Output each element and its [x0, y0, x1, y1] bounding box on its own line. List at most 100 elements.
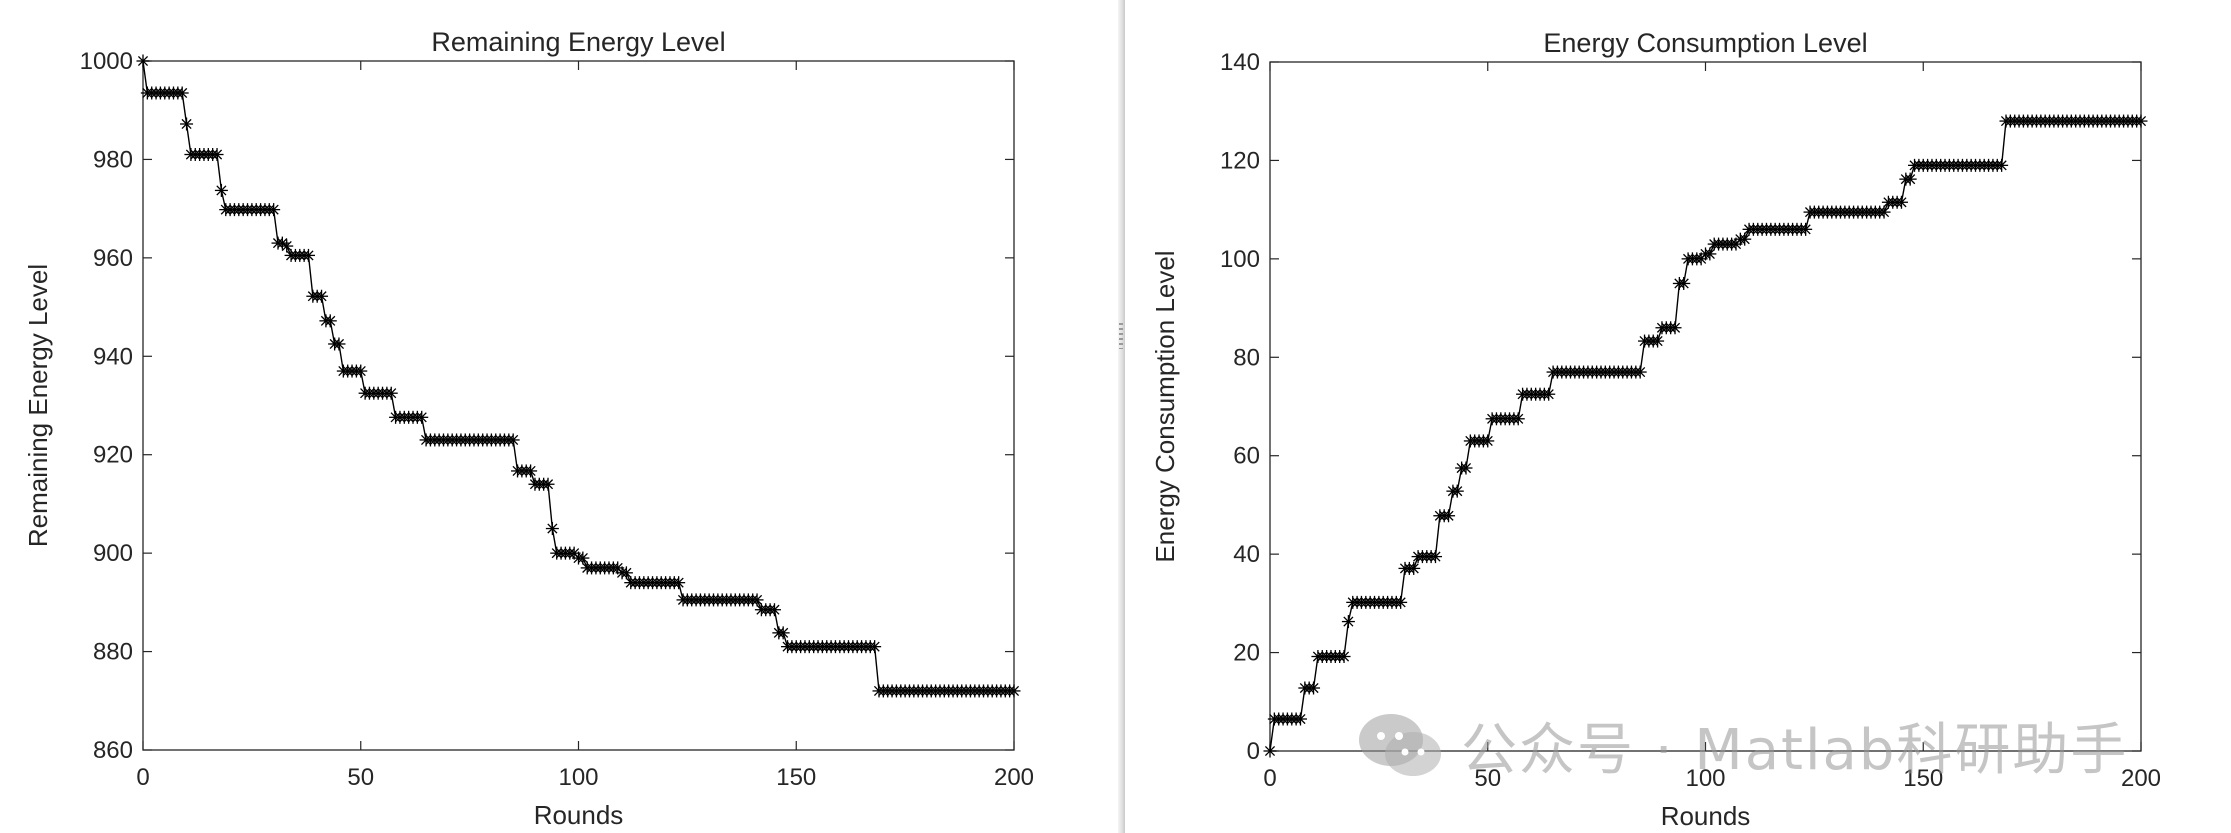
y-tick-label: 100	[1220, 246, 1260, 273]
data-point	[1442, 509, 1456, 523]
data-point	[1341, 615, 1355, 629]
asterisk-marker-stroke	[1264, 745, 1276, 757]
data-point	[1799, 222, 1813, 236]
asterisk-marker-stroke	[1905, 174, 1916, 185]
asterisk-marker-stroke	[1678, 278, 1689, 289]
asterisk-marker-stroke	[1543, 389, 1554, 400]
data-point	[1738, 232, 1752, 246]
y-tick-label: 960	[93, 245, 133, 272]
asterisk-marker-stroke	[1408, 563, 1419, 574]
asterisk-marker-stroke	[1878, 207, 1890, 218]
y-tick-label: 920	[93, 442, 133, 469]
asterisk-marker-stroke	[1452, 486, 1463, 497]
data-point	[1677, 276, 1691, 290]
asterisk-marker-stroke	[1430, 551, 1441, 562]
chart-title: Remaining Energy Level	[431, 27, 725, 57]
data-point	[1263, 744, 1277, 758]
data-point	[1450, 484, 1464, 498]
data-point	[384, 386, 398, 400]
asterisk-marker-stroke	[211, 149, 223, 160]
y-axis-label: Remaining Energy Level	[23, 264, 53, 547]
data-point	[1995, 158, 2009, 172]
asterisk-marker-stroke	[355, 365, 366, 377]
x-tick-label: 50	[347, 764, 374, 791]
asterisk-marker-stroke	[542, 479, 554, 490]
y-axis-label: Energy Consumption Level	[1150, 250, 1180, 562]
data-point	[1542, 387, 1556, 401]
asterisk-marker-stroke	[386, 388, 397, 399]
data-point	[1651, 334, 1665, 348]
x-tick-label: 100	[1685, 765, 1725, 792]
asterisk-marker-stroke	[181, 118, 192, 130]
data-point	[1894, 195, 1908, 209]
data-point	[776, 626, 790, 640]
asterisk-marker-stroke	[1338, 651, 1350, 662]
data-point	[180, 117, 194, 131]
y-tick-label: 860	[93, 737, 133, 764]
data-point	[332, 337, 346, 351]
y-tick-label: 1000	[80, 48, 133, 75]
x-tick-label: 150	[1903, 765, 1943, 792]
y-tick-label: 900	[93, 540, 133, 567]
y-tick-label: 940	[93, 343, 133, 370]
asterisk-marker-stroke	[751, 594, 763, 605]
data-point	[315, 289, 329, 303]
data-point	[301, 248, 315, 262]
asterisk-marker-stroke	[333, 338, 345, 350]
asterisk-marker-stroke	[303, 250, 314, 261]
data-point	[1481, 434, 1495, 448]
asterisk-marker-stroke	[268, 204, 279, 215]
asterisk-marker-stroke	[1308, 682, 1319, 694]
data-point	[1293, 712, 1307, 726]
asterisk-marker-stroke	[1635, 366, 1646, 378]
x-tick-label: 50	[1474, 765, 1501, 792]
y-tick-label: 40	[1233, 541, 1260, 568]
data-point	[541, 477, 555, 491]
energy-consumption-chart: 0 50 100 150 200 0 20 40 60 80 100 120 140 Energy Con…	[1150, 28, 2161, 831]
data-point	[415, 410, 429, 424]
data-point	[506, 433, 520, 447]
data-point	[1307, 681, 1321, 695]
y-tick-label: 980	[93, 146, 133, 173]
asterisk-marker-stroke	[1996, 160, 2007, 171]
asterisk-marker-stroke	[508, 434, 519, 446]
asterisk-marker-stroke	[612, 562, 623, 573]
data-point	[576, 551, 590, 565]
x-tick-label: 200	[2121, 765, 2161, 792]
wechat-icon	[1359, 714, 1441, 776]
asterisk-marker-stroke	[525, 465, 536, 477]
x-tick-label: 0	[1263, 765, 1276, 792]
data-point	[354, 364, 368, 378]
data-point	[1903, 172, 1917, 186]
asterisk-marker-stroke	[416, 412, 427, 423]
y-tick-label: 0	[1247, 738, 1260, 765]
asterisk-marker-stroke	[1704, 248, 1715, 259]
data-point	[280, 239, 294, 253]
y-tick-label: 880	[93, 639, 133, 666]
y-tick-label: 140	[1220, 49, 1260, 76]
chart-title: Energy Consumption Level	[1543, 28, 1867, 58]
asterisk-marker-stroke	[325, 315, 336, 326]
asterisk-marker-stroke	[1460, 462, 1472, 474]
divider-grip-icon[interactable]	[1119, 323, 1123, 349]
data-point	[1407, 561, 1421, 575]
asterisk-marker-stroke	[177, 87, 188, 99]
asterisk-marker-stroke	[1652, 335, 1663, 347]
x-tick-label: 100	[558, 764, 598, 791]
asterisk-marker-stroke	[2135, 116, 2147, 127]
asterisk-marker-stroke	[869, 641, 880, 652]
data-point	[210, 148, 224, 162]
data-point	[524, 464, 538, 478]
x-axis-label: Rounds	[534, 800, 624, 830]
asterisk-marker-stroke	[1008, 685, 1020, 696]
asterisk-marker-stroke	[1295, 713, 1306, 725]
asterisk-marker-stroke	[1443, 510, 1454, 521]
window-divider[interactable]	[1118, 0, 1125, 833]
asterisk-marker-stroke	[1739, 234, 1750, 245]
data-point	[672, 576, 686, 590]
asterisk-marker-stroke	[1669, 322, 1681, 333]
x-tick-label: 0	[136, 764, 149, 791]
data-point	[545, 522, 559, 536]
asterisk-marker-stroke	[673, 577, 684, 588]
axes-box	[1269, 61, 2142, 752]
